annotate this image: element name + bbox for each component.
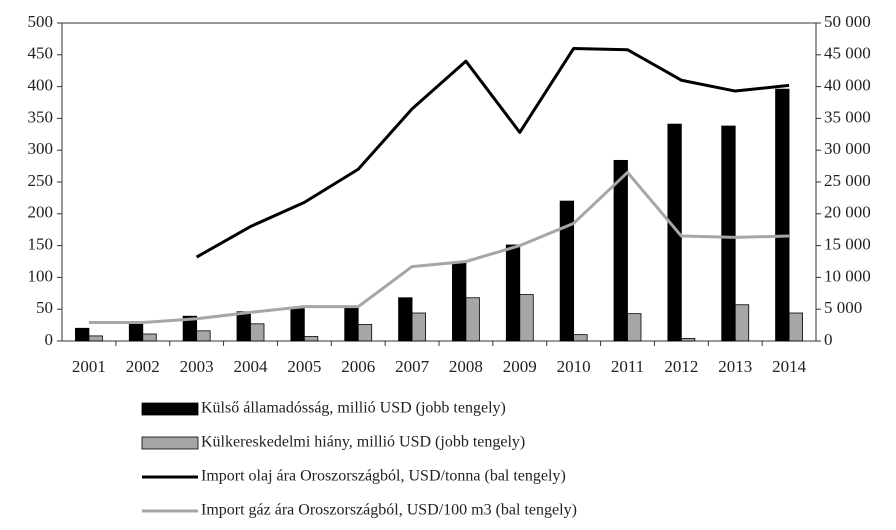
legend-swatch <box>141 436 199 450</box>
y2-tick-label: 10 000 <box>824 266 871 285</box>
bar <box>465 297 480 342</box>
x-tick-label: 2009 <box>503 357 537 376</box>
y2-tick-label: 45 000 <box>824 44 871 63</box>
x-tick-label: 2012 <box>664 357 698 376</box>
x-tick-label: 2008 <box>449 357 483 376</box>
bar <box>128 323 144 342</box>
legend-label: Import olaj ára Oroszországból, USD/tonn… <box>201 468 566 485</box>
legend-label: Külkereskedelmi hiány, millió USD (jobb … <box>201 434 525 451</box>
bar <box>505 244 521 342</box>
bar <box>721 125 736 342</box>
y2-tick-label: 50 000 <box>824 12 871 31</box>
x-tick-label: 2001 <box>72 357 106 376</box>
legend-label: Külső államadósság, millió USD (jobb ten… <box>201 400 506 417</box>
y2-tick-label: 30 000 <box>824 139 871 158</box>
x-tick-label: 2003 <box>180 357 214 376</box>
x-tick-label: 2006 <box>341 357 375 376</box>
y-tick-label: 150 <box>28 235 54 254</box>
bar <box>788 312 803 342</box>
x-tick-label: 2013 <box>718 357 752 376</box>
y-tick-label: 50 <box>36 298 53 317</box>
bar <box>680 338 696 342</box>
bar <box>667 123 682 342</box>
bar <box>559 200 575 342</box>
bar <box>236 311 251 342</box>
y2-tick-label: 40 000 <box>824 76 871 95</box>
y2-tick-label: 35 000 <box>824 107 871 126</box>
legend: Külső államadósság, millió USD (jobb ten… <box>141 400 577 519</box>
y-tick-label: 200 <box>28 203 54 222</box>
y2-tick-label: 25 000 <box>824 171 871 190</box>
bar <box>734 304 750 342</box>
y2-tick-label: 15 000 <box>824 235 871 254</box>
x-tick-label: 2005 <box>287 357 321 376</box>
plot-frame <box>61 22 817 342</box>
bar <box>75 327 90 342</box>
x-tick-label: 2010 <box>557 357 591 376</box>
x-tick-label: 2014 <box>772 357 807 376</box>
bar <box>775 88 790 342</box>
legend-label: Import gáz ára Oroszországból, USD/100 m… <box>201 502 577 519</box>
bar <box>182 315 198 342</box>
bar <box>398 297 413 342</box>
x-tick-label: 2007 <box>395 357 430 376</box>
y-tick-label: 0 <box>45 330 54 349</box>
y-tick-label: 500 <box>28 12 54 31</box>
bar <box>573 334 588 342</box>
bar <box>290 308 305 342</box>
y-tick-label: 350 <box>28 107 54 126</box>
bar <box>452 262 467 342</box>
bar <box>411 312 426 342</box>
y-tick-label: 300 <box>28 139 54 158</box>
y2-tick-label: 5 000 <box>824 298 862 317</box>
bar <box>344 306 359 342</box>
bar <box>196 330 211 342</box>
bar <box>519 294 534 342</box>
legend-swatch <box>141 402 199 416</box>
bar <box>357 324 373 342</box>
y-tick-label: 400 <box>28 76 54 95</box>
y-tick-label: 450 <box>28 44 54 63</box>
x-tick-label: 2011 <box>611 357 644 376</box>
bar <box>250 323 265 342</box>
x-tick-label: 2002 <box>126 357 160 376</box>
bar <box>142 333 157 342</box>
y2-tick-label: 0 <box>824 330 833 349</box>
y-tick-label: 100 <box>28 266 54 285</box>
y2-tick-label: 20 000 <box>824 203 871 222</box>
bar <box>613 159 628 342</box>
bar <box>88 335 103 342</box>
bar <box>627 313 642 342</box>
line <box>195 46 790 259</box>
line <box>88 170 790 325</box>
bar <box>303 336 319 342</box>
x-tick-label: 2004 <box>234 357 269 376</box>
y-tick-label: 250 <box>28 171 54 190</box>
